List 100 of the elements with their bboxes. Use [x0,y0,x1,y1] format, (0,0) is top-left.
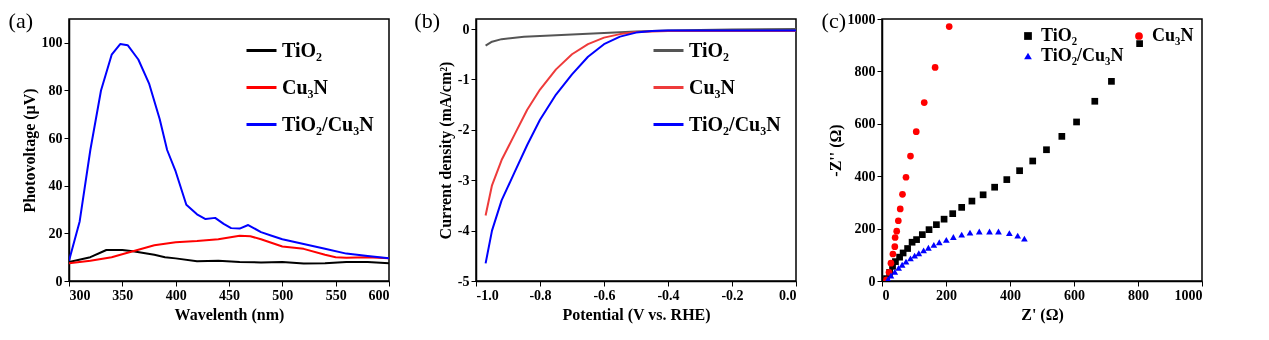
point [891,243,899,251]
x-tick-label: 300 [69,287,91,303]
legend-label: TiO₂ [282,38,323,61]
y-tick-label: -4 [457,223,470,239]
legend-label: TiO₂/Cu₃N [282,112,375,135]
point [904,245,911,252]
point [889,250,897,258]
point [1014,232,1022,239]
x-tick-label: 450 [219,287,240,303]
x-tick-label: 600 [1064,287,1085,303]
point [891,234,899,241]
point [907,152,914,160]
x-tick-label: 400 [165,287,187,303]
legend-label: Cu₃N [1152,25,1194,45]
point [1003,176,1011,183]
point [1029,157,1037,165]
legend-label: Cu₃N [689,75,736,98]
point [933,221,940,229]
line-series [69,43,389,262]
point [1058,133,1066,140]
point [920,247,927,254]
point [935,239,943,246]
text: (c) [821,8,846,33]
x-tick-label: -0.6 [593,287,616,303]
point [925,244,932,251]
y-tick-label: 600 [854,116,876,132]
x-tick-label: -0.8 [529,287,552,303]
x-tick-label: 0.0 [779,287,797,303]
x-tick-label: 0 [882,287,890,303]
y-tick-label: -3 [457,172,470,188]
x-tick-label: 500 [272,287,294,303]
x-tick-label: -0.4 [657,287,680,303]
y-tick-label: 800 [854,63,876,79]
point [1136,40,1143,47]
y-tick-label: -1 [457,71,470,87]
point [949,210,957,218]
y-tick-label: -2 [457,122,470,138]
point [1006,230,1013,236]
x-tick-label: 550 [325,287,347,303]
point [912,128,920,136]
x-tick-label: 600 [368,287,390,303]
x-tick-label: 1000 [1174,287,1203,303]
point [950,234,957,240]
y-axis-title: Current density (mA/cm²) [436,61,455,240]
y-tick-label: 400 [854,168,876,184]
point [1073,118,1080,126]
legend-label: TiO₂/Cu₃N [1041,45,1124,65]
point [898,261,906,268]
point [918,231,926,238]
point [930,241,938,248]
point [945,23,953,30]
point [915,250,923,257]
text: (a) [8,8,33,33]
y-tick-label: 0 [55,273,63,289]
point [991,183,998,191]
legend-label: TiO₂ [1041,25,1078,45]
y-tick-label: 100 [41,35,63,51]
point [891,268,899,275]
legend-label: TiO₂/Cu₃N [689,112,782,135]
point [899,190,906,198]
point [942,236,950,243]
x-axis-title: Z' (Ω) [1021,305,1064,324]
point [1108,78,1115,85]
y-tick-label: -5 [457,273,470,289]
y-axis-title: -Z'' (Ω) [826,124,845,177]
y-tick-label: 40 [48,178,63,194]
point [931,64,939,71]
line-series [484,29,796,265]
point [1043,146,1050,154]
y-tick-label: 20 [48,225,63,241]
x-axis-title: Potential (V vs. RHE) [562,305,711,324]
x-tick-label: 200 [936,287,957,303]
x-axis-title: Wavelenth (nm) [174,305,285,324]
y-tick-label: 80 [48,82,63,98]
point [1091,97,1099,105]
point [1016,167,1023,175]
point [958,204,966,211]
point [920,99,928,106]
y-tick-label: 200 [854,221,876,237]
y-tick-label: 0 [462,21,470,37]
point [902,173,910,181]
point [979,191,987,199]
point [966,229,974,236]
y-axis-title: Photovoltage (μV) [20,88,39,213]
y-tick-label: 0 [868,273,876,289]
x-tick-label: 350 [112,287,134,303]
x-tick-label: 400 [1000,287,1021,303]
point [902,258,910,265]
point [893,227,901,235]
point [925,226,933,233]
text: (b) [414,8,440,33]
legend-label: TiO₂ [689,38,730,61]
y-tick-label: 1000 [847,11,876,27]
x-tick-label: 800 [1128,287,1149,303]
y-tick-label: 60 [48,130,63,146]
x-tick-label: -0.2 [721,287,744,303]
point [896,205,904,213]
x-tick-label: -1.0 [476,287,499,303]
point [940,215,948,223]
legend-label: Cu₃N [282,75,329,98]
